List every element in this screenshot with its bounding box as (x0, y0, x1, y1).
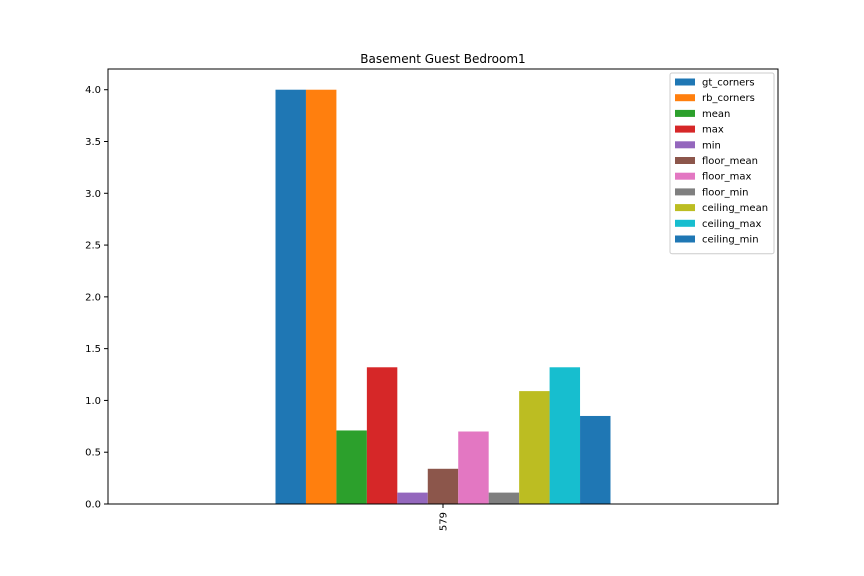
legend-label: floor_mean (702, 156, 758, 167)
legend-label: gt_corners (702, 78, 755, 89)
bar-min (397, 492, 428, 504)
bar-floor-mean (427, 468, 459, 504)
bar-ceiling-min (580, 415, 611, 504)
x-tick-label: 579 (439, 512, 450, 531)
y-tick-label: 0.0 (85, 500, 101, 511)
legend-label: ceiling_mean (702, 203, 768, 214)
y-tick-label: 3.0 (85, 189, 101, 200)
legend-label: ceiling_min (702, 235, 759, 246)
y-tick-label: 2.0 (85, 292, 101, 303)
legend-box (669, 72, 775, 255)
y-tick-label: 1.5 (85, 344, 101, 355)
plot-frame (107, 68, 779, 505)
y-axis: 0.0 0.5 1.0 1.5 2.0 2.5 3.0 3.5 4.0 (85, 85, 108, 511)
bar-floor-max (458, 431, 489, 504)
legend-label: rb_corners (702, 93, 755, 104)
legend-label: floor_min (702, 187, 749, 198)
legend-swatch (675, 94, 695, 102)
bar-max (366, 367, 398, 504)
legend-label: min (702, 140, 721, 151)
bar-rb-corners (305, 89, 337, 504)
legend-swatch (675, 157, 695, 164)
bars-group (275, 89, 611, 504)
legend-label: max (702, 125, 724, 136)
y-tick-label: 1.0 (85, 396, 101, 407)
legend-swatch (675, 219, 695, 227)
legend-swatch (675, 188, 695, 196)
legend-swatch (675, 172, 695, 180)
y-tick-label: 3.5 (85, 137, 101, 148)
legend-label: ceiling_max (702, 219, 762, 230)
y-tick-label: 0.5 (85, 448, 101, 459)
legend-label: mean (702, 109, 730, 120)
legend-swatch (675, 204, 695, 212)
bar-mean (336, 430, 367, 504)
y-tick-label: 4.0 (85, 85, 101, 96)
legend-swatch (675, 109, 695, 117)
bar-ceiling-mean (519, 391, 550, 504)
legend-swatch (675, 141, 695, 149)
legend-swatch (675, 235, 695, 243)
chart-title: Basement Guest Bedroom1 (360, 52, 525, 66)
bar-ceiling-max (549, 367, 581, 504)
legend-label: floor_max (702, 172, 752, 183)
bar-gt-corners (275, 89, 306, 504)
y-tick-label: 2.5 (85, 241, 101, 252)
legend-swatch (675, 78, 695, 86)
x-axis: 579 (439, 504, 450, 531)
bar-floor-min (488, 492, 520, 504)
legend-swatch (675, 125, 695, 133)
